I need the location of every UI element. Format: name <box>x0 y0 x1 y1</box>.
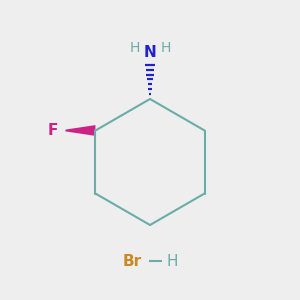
Polygon shape <box>65 125 95 136</box>
Text: H: H <box>160 41 171 55</box>
Text: H: H <box>129 41 140 55</box>
Text: N: N <box>144 45 156 60</box>
Text: F: F <box>48 123 58 138</box>
Text: H: H <box>167 254 178 268</box>
Text: Br: Br <box>122 254 142 268</box>
